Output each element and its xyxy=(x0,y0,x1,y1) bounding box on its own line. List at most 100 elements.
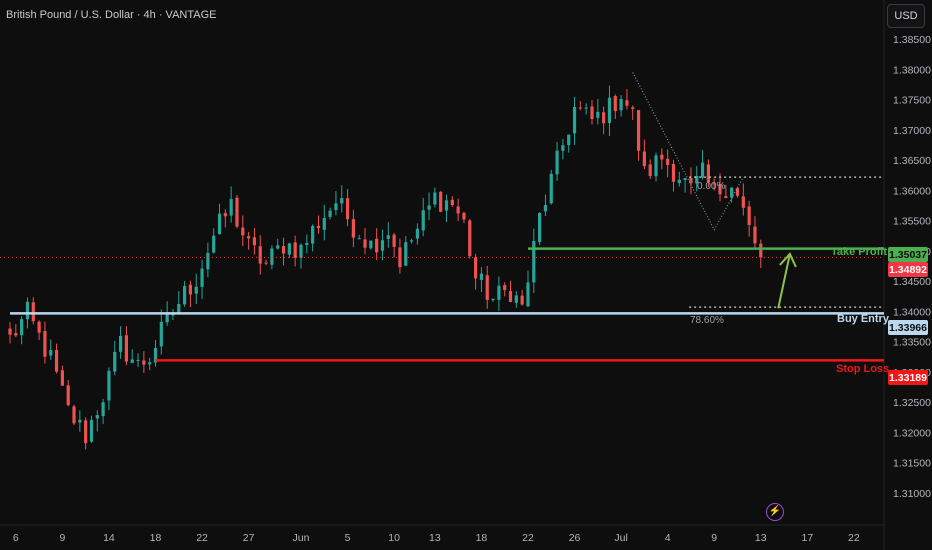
candle-body xyxy=(322,217,326,230)
candle-body xyxy=(270,248,274,265)
candle-body xyxy=(54,350,59,372)
candle-body xyxy=(479,273,484,280)
x-tick-label: 10 xyxy=(388,532,400,544)
x-tick-label: 18 xyxy=(476,532,488,544)
candle-body xyxy=(450,199,454,206)
fib-connector xyxy=(632,72,744,231)
candle-body xyxy=(357,238,361,240)
candle-body xyxy=(299,244,303,258)
candle-body xyxy=(37,321,41,333)
candle-body xyxy=(578,107,582,109)
y-tick-label: 1.38000 xyxy=(893,64,931,76)
candle-body xyxy=(200,268,204,287)
candle-body xyxy=(311,226,315,244)
candle-body xyxy=(671,164,676,182)
x-tick-label: 6 xyxy=(13,532,19,544)
candle-body xyxy=(316,225,321,229)
candle-body xyxy=(648,164,652,176)
candle-body xyxy=(43,330,47,357)
x-tick-label: 22 xyxy=(196,532,208,544)
candle-body xyxy=(118,335,123,352)
candle-body xyxy=(136,359,140,361)
candle-body xyxy=(706,164,710,183)
candle-body xyxy=(276,245,280,249)
y-tick-label: 1.36500 xyxy=(893,155,931,167)
candle-body xyxy=(66,385,70,406)
y-tick-label: 1.34000 xyxy=(893,306,931,318)
x-tick-label: 5 xyxy=(345,532,351,544)
candle-body xyxy=(613,96,617,112)
candle-body xyxy=(305,242,309,246)
candle-body xyxy=(625,100,629,106)
candle-body xyxy=(223,213,227,217)
candle-body xyxy=(497,285,501,300)
candle-body xyxy=(25,301,30,320)
candle-body xyxy=(607,97,612,124)
x-tick-label: 22 xyxy=(848,532,860,544)
candle-body xyxy=(206,252,210,270)
candle-body xyxy=(485,275,489,300)
candle-body xyxy=(293,242,297,259)
candle-body xyxy=(549,173,553,204)
candle-body xyxy=(759,243,763,258)
candle-body xyxy=(631,107,635,109)
candle-body xyxy=(491,298,495,301)
candle-body xyxy=(217,213,222,235)
y-tick-label: 1.34500 xyxy=(893,276,931,288)
candle-body xyxy=(666,158,670,165)
stop-loss-price-tag: 1.33189 xyxy=(888,370,928,385)
buy-entry-price-tag: 1.33966 xyxy=(888,320,928,335)
x-tick-label: 13 xyxy=(429,532,441,544)
candle-body xyxy=(532,241,536,283)
y-tick-label: 1.32500 xyxy=(893,397,931,409)
candle-body xyxy=(753,226,757,244)
take-profit-label: Take Profit xyxy=(831,246,888,258)
candle-body xyxy=(95,415,99,419)
candle-body xyxy=(281,246,286,254)
buy-entry-label: Buy Entry xyxy=(837,313,889,325)
candle-body xyxy=(287,243,291,255)
candle-body xyxy=(101,402,105,417)
candle-body xyxy=(177,304,181,313)
lightning-icon[interactable]: ⚡ xyxy=(766,503,784,521)
candle-body xyxy=(741,196,745,208)
candle-body xyxy=(328,210,332,217)
candle-body xyxy=(444,200,449,211)
chart-title: British Pound / U.S. Dollar · 4h · VANTA… xyxy=(6,9,217,21)
candle-body xyxy=(404,242,408,266)
candle-body xyxy=(386,235,390,239)
currency-button[interactable]: USD xyxy=(887,4,925,28)
candle-body xyxy=(247,236,251,239)
candle-body xyxy=(84,420,88,444)
candle-body xyxy=(462,212,466,220)
fib-0-label: 0.00% xyxy=(697,181,726,192)
trade-arrow xyxy=(777,253,791,309)
candle-body xyxy=(468,220,472,257)
candle-body xyxy=(602,112,606,124)
candle-body xyxy=(619,98,623,111)
x-tick-label: 27 xyxy=(243,532,255,544)
y-tick-label: 1.32000 xyxy=(893,427,931,439)
candle-body xyxy=(526,282,530,307)
candle-body xyxy=(561,145,565,151)
candle-body xyxy=(567,134,571,146)
candle-body xyxy=(654,155,658,177)
y-tick-label: 1.37500 xyxy=(893,95,931,107)
x-tick-label: Jul xyxy=(614,532,627,544)
candle-body xyxy=(130,359,134,363)
candle-body xyxy=(340,198,344,204)
candle-body xyxy=(456,206,460,214)
candle-body xyxy=(241,227,245,236)
candle-body xyxy=(415,228,419,239)
candle-body xyxy=(194,286,198,294)
candle-body xyxy=(229,199,233,216)
y-tick-label: 1.38500 xyxy=(893,34,931,46)
x-tick-label: 18 xyxy=(150,532,162,544)
candle-body xyxy=(369,240,373,249)
candle-body xyxy=(584,107,588,109)
candle-body xyxy=(14,333,18,336)
fib-786-label: 78.60% xyxy=(690,315,724,326)
candle-body xyxy=(700,162,705,178)
y-tick-label: 1.36000 xyxy=(893,185,931,197)
